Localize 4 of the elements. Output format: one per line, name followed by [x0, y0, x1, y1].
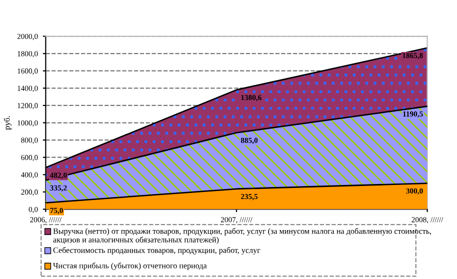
legend-label: Чистая прибыль (убыток) отчетного периода [53, 262, 207, 270]
legend-label: Выручка (нетто) от продажи товаров, продукции, работ, услуг (за минусом налога на добавленную стоимость, акцизов и аналогичных обязательных платежей) [53, 228, 432, 244]
y-axis-title: руб. [4, 116, 12, 130]
legend-label: Себестоимость проданных товаров, продукции, работ, услуг [53, 247, 260, 255]
